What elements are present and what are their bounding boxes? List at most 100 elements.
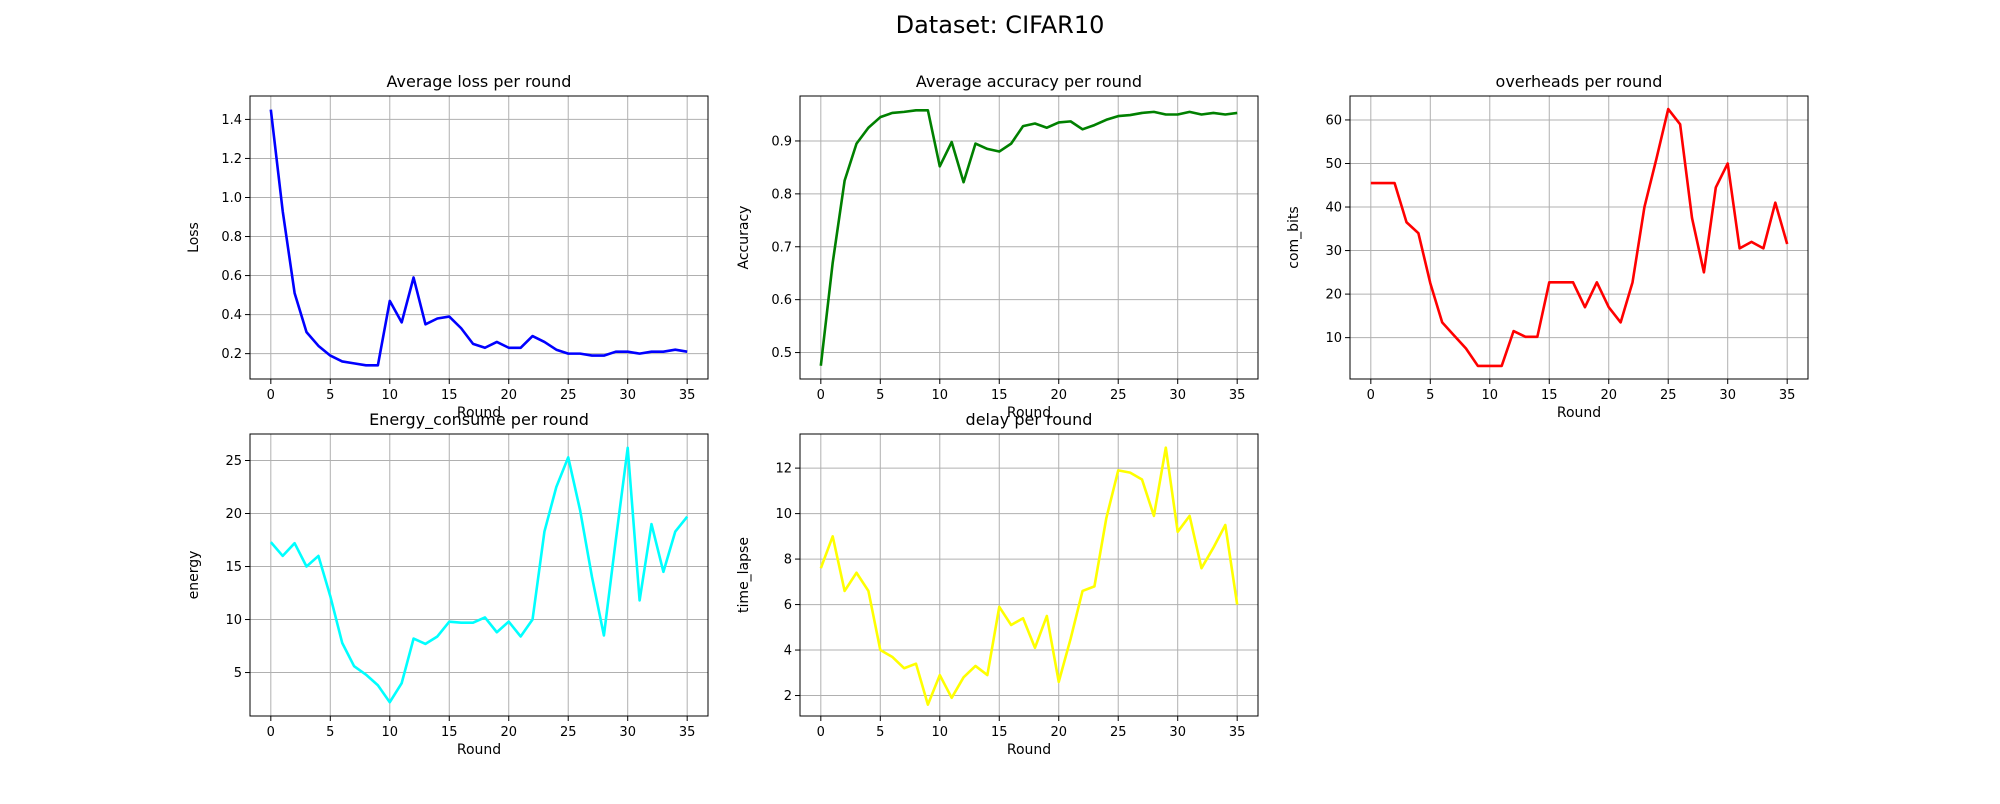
x-tick-label: 25 (1110, 388, 1127, 403)
subplot-5: 0 5 10 15 20 25 30 35 2 4 6 8 10 12 delay per round Rou… (736, 410, 1259, 758)
x-axis-label: Round (1007, 405, 1051, 421)
x-axis-label: Round (457, 405, 501, 421)
subplot-title: Average loss per round (387, 72, 572, 91)
y-tick-label: 25 (225, 454, 242, 469)
y-tick-label: 30 (1325, 244, 1342, 259)
x-tick-label: 10 (1482, 388, 1499, 403)
x-tick-label: 20 (1050, 388, 1067, 403)
axes-frame (1349, 95, 1809, 380)
subplot-3: 0 5 10 15 20 25 30 35 10 20 30 40 50 60 overheads per … (1286, 72, 1809, 421)
y-tick-label: 20 (225, 507, 242, 522)
x-tick-label: 15 (991, 725, 1008, 740)
x-tick-label: 25 (1110, 725, 1127, 740)
x-tick-label: 0 (267, 725, 275, 740)
axes-frame (249, 95, 709, 380)
subplot-title: Average accuracy per round (916, 72, 1142, 91)
subplot-title: Energy_consume per round (369, 410, 589, 430)
x-tick-label: 30 (1169, 725, 1186, 740)
x-tick-label: 5 (326, 388, 334, 403)
x-tick-label: 15 (991, 388, 1008, 403)
x-tick-label: 10 (932, 725, 949, 740)
y-tick-label: 0.9 (771, 134, 792, 149)
x-tick-label: 5 (876, 388, 884, 403)
series-line (819, 446, 1239, 706)
x-tick-label: 10 (382, 725, 399, 740)
axes-frame (249, 433, 709, 717)
y-tick-label: 1.0 (221, 191, 242, 206)
subplot-title: delay per round (966, 410, 1093, 429)
y-tick-label: 2 (784, 689, 792, 704)
series-line (269, 446, 689, 704)
y-tick-label: 10 (775, 507, 792, 522)
x-tick-label: 20 (500, 388, 517, 403)
y-tick-label: 60 (1325, 113, 1342, 128)
x-tick-label: 35 (1779, 388, 1796, 403)
y-tick-label: 1.4 (221, 113, 242, 128)
series-line (1370, 107, 1789, 368)
x-axis-label: Round (457, 742, 501, 758)
y-tick-label: 40 (1325, 201, 1342, 216)
y-tick-label: 50 (1325, 157, 1342, 172)
subplots-container: 0 5 10 15 20 25 30 350.20.40.60.81.01.21.4Avera… (186, 72, 1809, 758)
x-tick-label: 10 (382, 388, 399, 403)
x-tick-label: 5 (1426, 388, 1434, 403)
x-tick-label: 35 (1229, 725, 1246, 740)
y-tick-label: 0.6 (771, 293, 792, 308)
figure-suptitle: Dataset: CIFAR10 (896, 11, 1105, 39)
y-axis-label: time_lapse (736, 537, 752, 613)
x-tick-label: 30 (1719, 388, 1736, 403)
y-tick-label: 20 (1325, 288, 1342, 303)
x-tick-label: 35 (1229, 388, 1246, 403)
x-tick-label: 30 (1169, 388, 1186, 403)
x-tick-label: 20 (500, 725, 517, 740)
x-tick-label: 15 (1541, 388, 1558, 403)
y-tick-label: 12 (775, 462, 792, 477)
y-axis-label: com_bits (1286, 206, 1302, 268)
y-tick-label: 10 (225, 613, 242, 628)
subplot-2: 0 5 10 15 20 25 30 35 0.5 0.6 0.7 0.8 0.9 Average acc… (736, 72, 1259, 421)
x-tick-label: 35 (679, 388, 696, 403)
x-tick-label: 20 (1600, 388, 1617, 403)
y-tick-label: 0.7 (771, 240, 792, 255)
x-tick-label: 0 (1367, 388, 1375, 403)
y-tick-label: 15 (225, 560, 242, 575)
x-tick-label: 15 (441, 388, 458, 403)
x-tick-label: 25 (560, 388, 577, 403)
y-axis-label: Loss (186, 222, 202, 253)
y-tick-label: 0.2 (221, 347, 242, 362)
y-tick-label: 0.8 (771, 187, 792, 202)
x-tick-label: 35 (679, 725, 696, 740)
y-tick-label: 10 (1325, 331, 1342, 346)
y-tick-label: 0.6 (221, 269, 242, 284)
y-tick-label: 4 (784, 644, 792, 659)
x-tick-label: 5 (876, 725, 884, 740)
series-line (819, 108, 1238, 366)
y-tick-label: 0.4 (221, 308, 242, 323)
x-axis-label: Round (1007, 742, 1051, 758)
y-tick-label: 0.5 (771, 346, 792, 361)
x-tick-label: 25 (1660, 388, 1677, 403)
y-tick-label: 8 (784, 553, 792, 568)
subplot-4: 0 5 10 15 20 25 30 35 5 10 15 20 25 Energy_consume pe… (186, 410, 709, 758)
x-tick-label: 25 (560, 725, 577, 740)
x-tick-label: 15 (441, 725, 458, 740)
x-tick-label: 20 (1050, 725, 1067, 740)
series-line (269, 109, 688, 367)
subplot-1: 0 5 10 15 20 25 30 35 0.2 0.4 0.6 0.8 1.0 1.2 1.4 Avera… (186, 72, 709, 421)
x-tick-label: 0 (817, 388, 825, 403)
y-axis-label: Accuracy (736, 206, 752, 270)
x-tick-label: 10 (932, 388, 949, 403)
axes-frame (799, 433, 1259, 717)
y-tick-label: 5 (234, 666, 242, 681)
y-tick-label: 6 (784, 598, 792, 613)
x-axis-label: Round (1557, 405, 1601, 421)
y-tick-label: 0.8 (221, 230, 242, 245)
x-tick-label: 30 (619, 388, 636, 403)
x-tick-label: 5 (326, 725, 334, 740)
x-tick-label: 0 (267, 388, 275, 403)
y-axis-label: energy (186, 551, 202, 600)
subplot-title: overheads per round (1496, 72, 1663, 91)
axes-frame (799, 95, 1259, 380)
x-tick-label: 30 (619, 725, 636, 740)
